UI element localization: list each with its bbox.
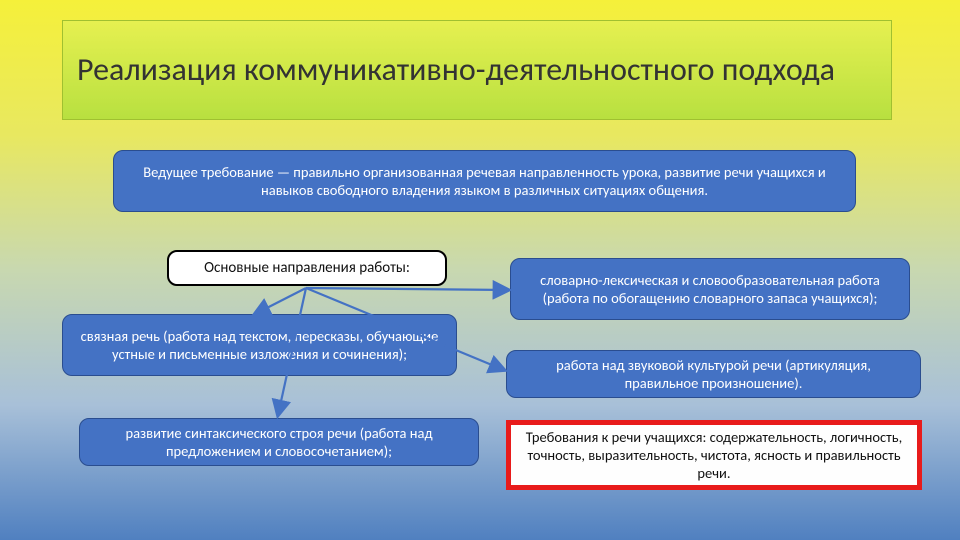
arrow-3 [306,288,508,290]
direction-left-1-text: связная речь (работа над текстом, переск… [77,327,442,363]
arrow-1 [255,288,306,314]
direction-right-1: словарно-лексическая и словообразователь… [510,258,910,320]
directions-label-box: Основные направления работы: [167,250,447,286]
slide-title: Реализация коммуникативно-деятельностног… [62,20,892,120]
direction-right-2: работа над звуковой культурой речи (арти… [506,350,921,398]
directions-label-text: Основные направления работы: [204,259,410,277]
requirements-box: Требования к речи учащихся: содержательн… [506,420,922,490]
direction-left-2: развитие синтаксического строя речи (раб… [79,418,479,466]
slide-title-text: Реализация коммуникативно-деятельностног… [77,52,835,89]
direction-left-2-text: развитие синтаксического строя речи (раб… [94,424,464,460]
direction-right-2-text: работа над звуковой культурой речи (арти… [521,356,906,392]
requirements-text: Требования к речи учащихся: содержательн… [523,428,905,482]
direction-right-1-text: словарно-лексическая и словообразователь… [525,271,895,307]
lead-requirement-text: Ведущее требование — правильно организов… [128,163,841,199]
lead-requirement-box: Ведущее требование — правильно организов… [113,150,856,212]
direction-left-1: связная речь (работа над текстом, переск… [62,314,457,376]
